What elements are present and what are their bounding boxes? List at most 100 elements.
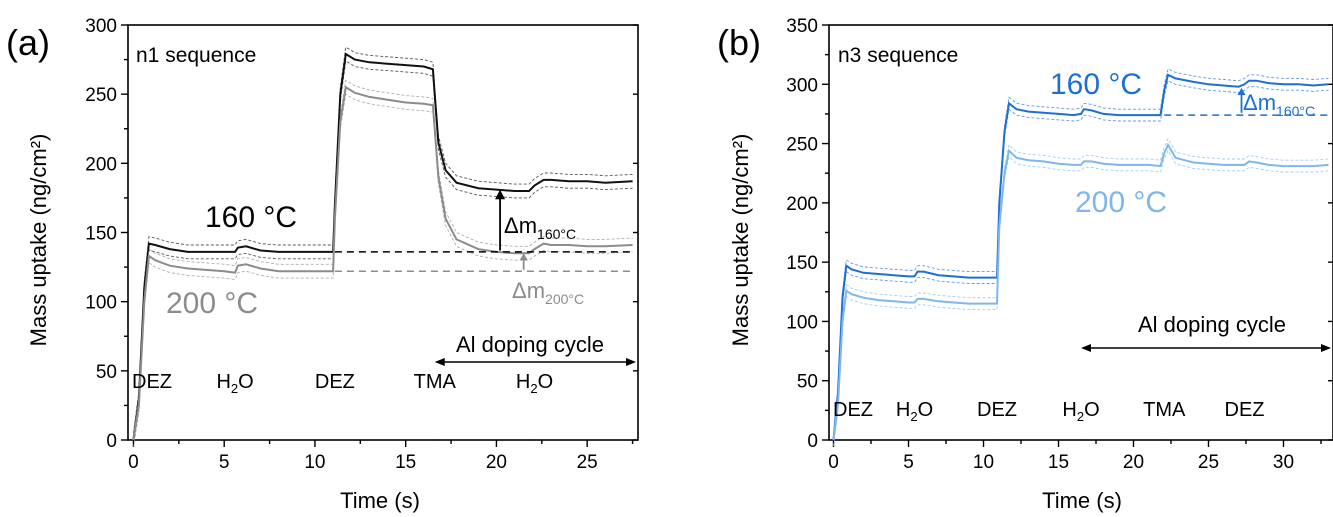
y-tick-label-b-5: 250 xyxy=(786,135,818,156)
doping-arrowhead-right-a xyxy=(626,358,636,366)
precursor-label-b-3: H2O xyxy=(1062,399,1099,424)
precursor-label-base-a-2: DEZ xyxy=(315,371,355,393)
y-tick-label-b-6: 300 xyxy=(786,75,818,96)
x-axis-label-a: Time (s) xyxy=(340,488,420,513)
delta-m-160-a: Δm160°C xyxy=(504,213,576,242)
y-tick-label-a-3: 150 xyxy=(85,224,117,245)
annotations-b: 160 °C 200 °C Δm160°C Al doping cycle xyxy=(1050,68,1315,337)
precursor-label-tail-b-1: O xyxy=(918,399,934,421)
doping-cycle-label-b: Al doping cycle xyxy=(1138,312,1286,337)
x-tick-label-a-0: 0 xyxy=(128,452,139,473)
series-line-b-0 xyxy=(832,73,1329,441)
delta-m-200-a-sub: 200°C xyxy=(545,291,584,307)
y-tick-label-a-4: 200 xyxy=(85,154,117,175)
precursor-label-a-4: H2O xyxy=(516,371,553,396)
panel-label-a: (a) xyxy=(6,22,50,63)
doping-cycle-label-a: Al doping cycle xyxy=(456,332,604,357)
x-tick-label-b-3: 15 xyxy=(1048,452,1069,473)
series-band-lower-b-1 xyxy=(833,149,1329,446)
delta-m-200-a: Δm200°C xyxy=(512,278,584,307)
x-tick-label-a-2: 10 xyxy=(304,452,325,473)
series-band-upper-a-0 xyxy=(132,46,633,434)
series-line-b-1 xyxy=(832,142,1329,441)
delta-m-200-a-base: Δm xyxy=(512,278,545,303)
series-band-upper-b-0 xyxy=(833,68,1329,435)
precursor-label-a-3: TMA xyxy=(414,371,457,393)
series-band-upper-b-1 xyxy=(833,137,1329,435)
series-line-a-1 xyxy=(132,85,633,441)
precursor-label-base-b-1: H xyxy=(896,399,910,421)
x-axis-label-b: Time (s) xyxy=(1042,488,1122,513)
annotations-a: 160 °C 200 °C Δm160°C Δm200°C Al doping … xyxy=(166,201,604,357)
precursor-label-base-a-4: H xyxy=(516,371,530,393)
precursor-label-base-b-5: DEZ xyxy=(1225,399,1265,421)
x-tick-label-a-5: 25 xyxy=(577,452,598,473)
series-band-lower-a-1 xyxy=(132,93,633,447)
label-200c-a: 200 °C xyxy=(166,287,258,320)
sequence-label-a: n1 sequence xyxy=(136,44,256,67)
y-axis-label-b: Mass uptake (ng/cm²) xyxy=(728,134,753,347)
delta-m-160-b-sub: 160°C xyxy=(1276,103,1315,119)
precursor-label-base-b-3: H xyxy=(1062,399,1076,421)
delta-arrowhead-200-a xyxy=(519,253,528,261)
y-tick-label-a-2: 100 xyxy=(85,293,117,314)
precursor-label-base-b-4: TMA xyxy=(1143,399,1186,421)
y-tick-label-b-4: 200 xyxy=(786,194,818,215)
doping-arrowhead-left-a xyxy=(434,358,445,366)
sequence-label-b: n3 sequence xyxy=(838,44,958,67)
y-tick-label-a-0: 0 xyxy=(106,431,117,452)
precursor-label-base-a-3: TMA xyxy=(414,371,457,393)
delta-m-160-a-base: Δm xyxy=(504,213,537,238)
precursor-label-base-a-1: H xyxy=(216,371,230,393)
series-band-upper-a-1 xyxy=(132,79,633,434)
precursor-label-tail-b-3: O xyxy=(1084,399,1100,421)
precursor-label-b-2: DEZ xyxy=(977,399,1017,421)
precursor-label-b-1: H2O xyxy=(896,399,933,424)
y-tick-label-a-6: 300 xyxy=(85,16,117,37)
y-tick-label-a-1: 50 xyxy=(96,362,117,383)
precursor-label-a-2: DEZ xyxy=(315,371,355,393)
y-tick-label-b-0: 0 xyxy=(807,431,818,452)
x-tick-label-a-1: 5 xyxy=(219,452,230,473)
y-tick-label-a-5: 250 xyxy=(85,85,117,106)
precursor-label-base-b-2: DEZ xyxy=(977,399,1017,421)
precursor-label-b-0: DEZ xyxy=(833,399,873,421)
series-line-a-0 xyxy=(132,52,633,441)
series-band-lower-a-0 xyxy=(132,60,633,447)
x-tick-label-a-3: 15 xyxy=(395,452,416,473)
delta-arrowhead-160-a xyxy=(495,189,506,200)
precursor-label-b-5: DEZ xyxy=(1225,399,1265,421)
x-tick-label-a-4: 20 xyxy=(486,452,507,473)
precursor-label-a-1: H2O xyxy=(216,371,253,396)
y-tick-label-b-3: 150 xyxy=(786,253,818,274)
x-tick-label-b-0: 0 xyxy=(828,452,839,473)
label-200c-b: 200 °C xyxy=(1075,186,1167,219)
y-axis-label-a: Mass uptake (ng/cm²) xyxy=(26,134,51,347)
precursor-label-sub-a-4: 2 xyxy=(530,381,537,396)
x-tick-label-b-1: 5 xyxy=(903,452,914,473)
chart-panel-a: (a) n1 sequence Time (s) Mass uptake (ng… xyxy=(6,16,639,513)
precursor-label-base-a-0: DEZ xyxy=(132,371,172,393)
y-tick-label-b-1: 50 xyxy=(797,372,818,393)
series-band-lower-b-0 xyxy=(833,80,1329,446)
precursor-label-sub-b-1: 2 xyxy=(910,409,917,424)
delta-m-160-b-base: Δm xyxy=(1243,90,1276,115)
precursor-label-base-b-0: DEZ xyxy=(833,399,873,421)
x-tick-label-b-4: 20 xyxy=(1123,452,1144,473)
precursor-label-a-0: DEZ xyxy=(132,371,172,393)
x-tick-label-b-5: 25 xyxy=(1198,452,1219,473)
precursor-label-tail-a-1: O xyxy=(238,371,254,393)
label-160c-b: 160 °C xyxy=(1050,68,1142,101)
doping-arrowhead-left-b xyxy=(1081,344,1091,352)
delta-arrowhead-160-b xyxy=(1237,87,1246,95)
x-tick-label-b-2: 10 xyxy=(973,452,994,473)
precursor-label-b-4: TMA xyxy=(1143,399,1186,421)
y-tick-label-b-7: 350 xyxy=(786,16,818,37)
precursor-label-tail-a-4: O xyxy=(538,371,554,393)
panel-label-b: (b) xyxy=(717,22,761,63)
delta-m-160-a-sub: 160°C xyxy=(537,226,576,242)
x-tick-label-b-6: 30 xyxy=(1273,452,1294,473)
chart-panel-b: (b) n3 sequence Time (s) Mass uptake (ng… xyxy=(717,16,1333,513)
precursor-label-sub-b-3: 2 xyxy=(1077,409,1084,424)
doping-arrowhead-right-b xyxy=(1321,344,1331,352)
